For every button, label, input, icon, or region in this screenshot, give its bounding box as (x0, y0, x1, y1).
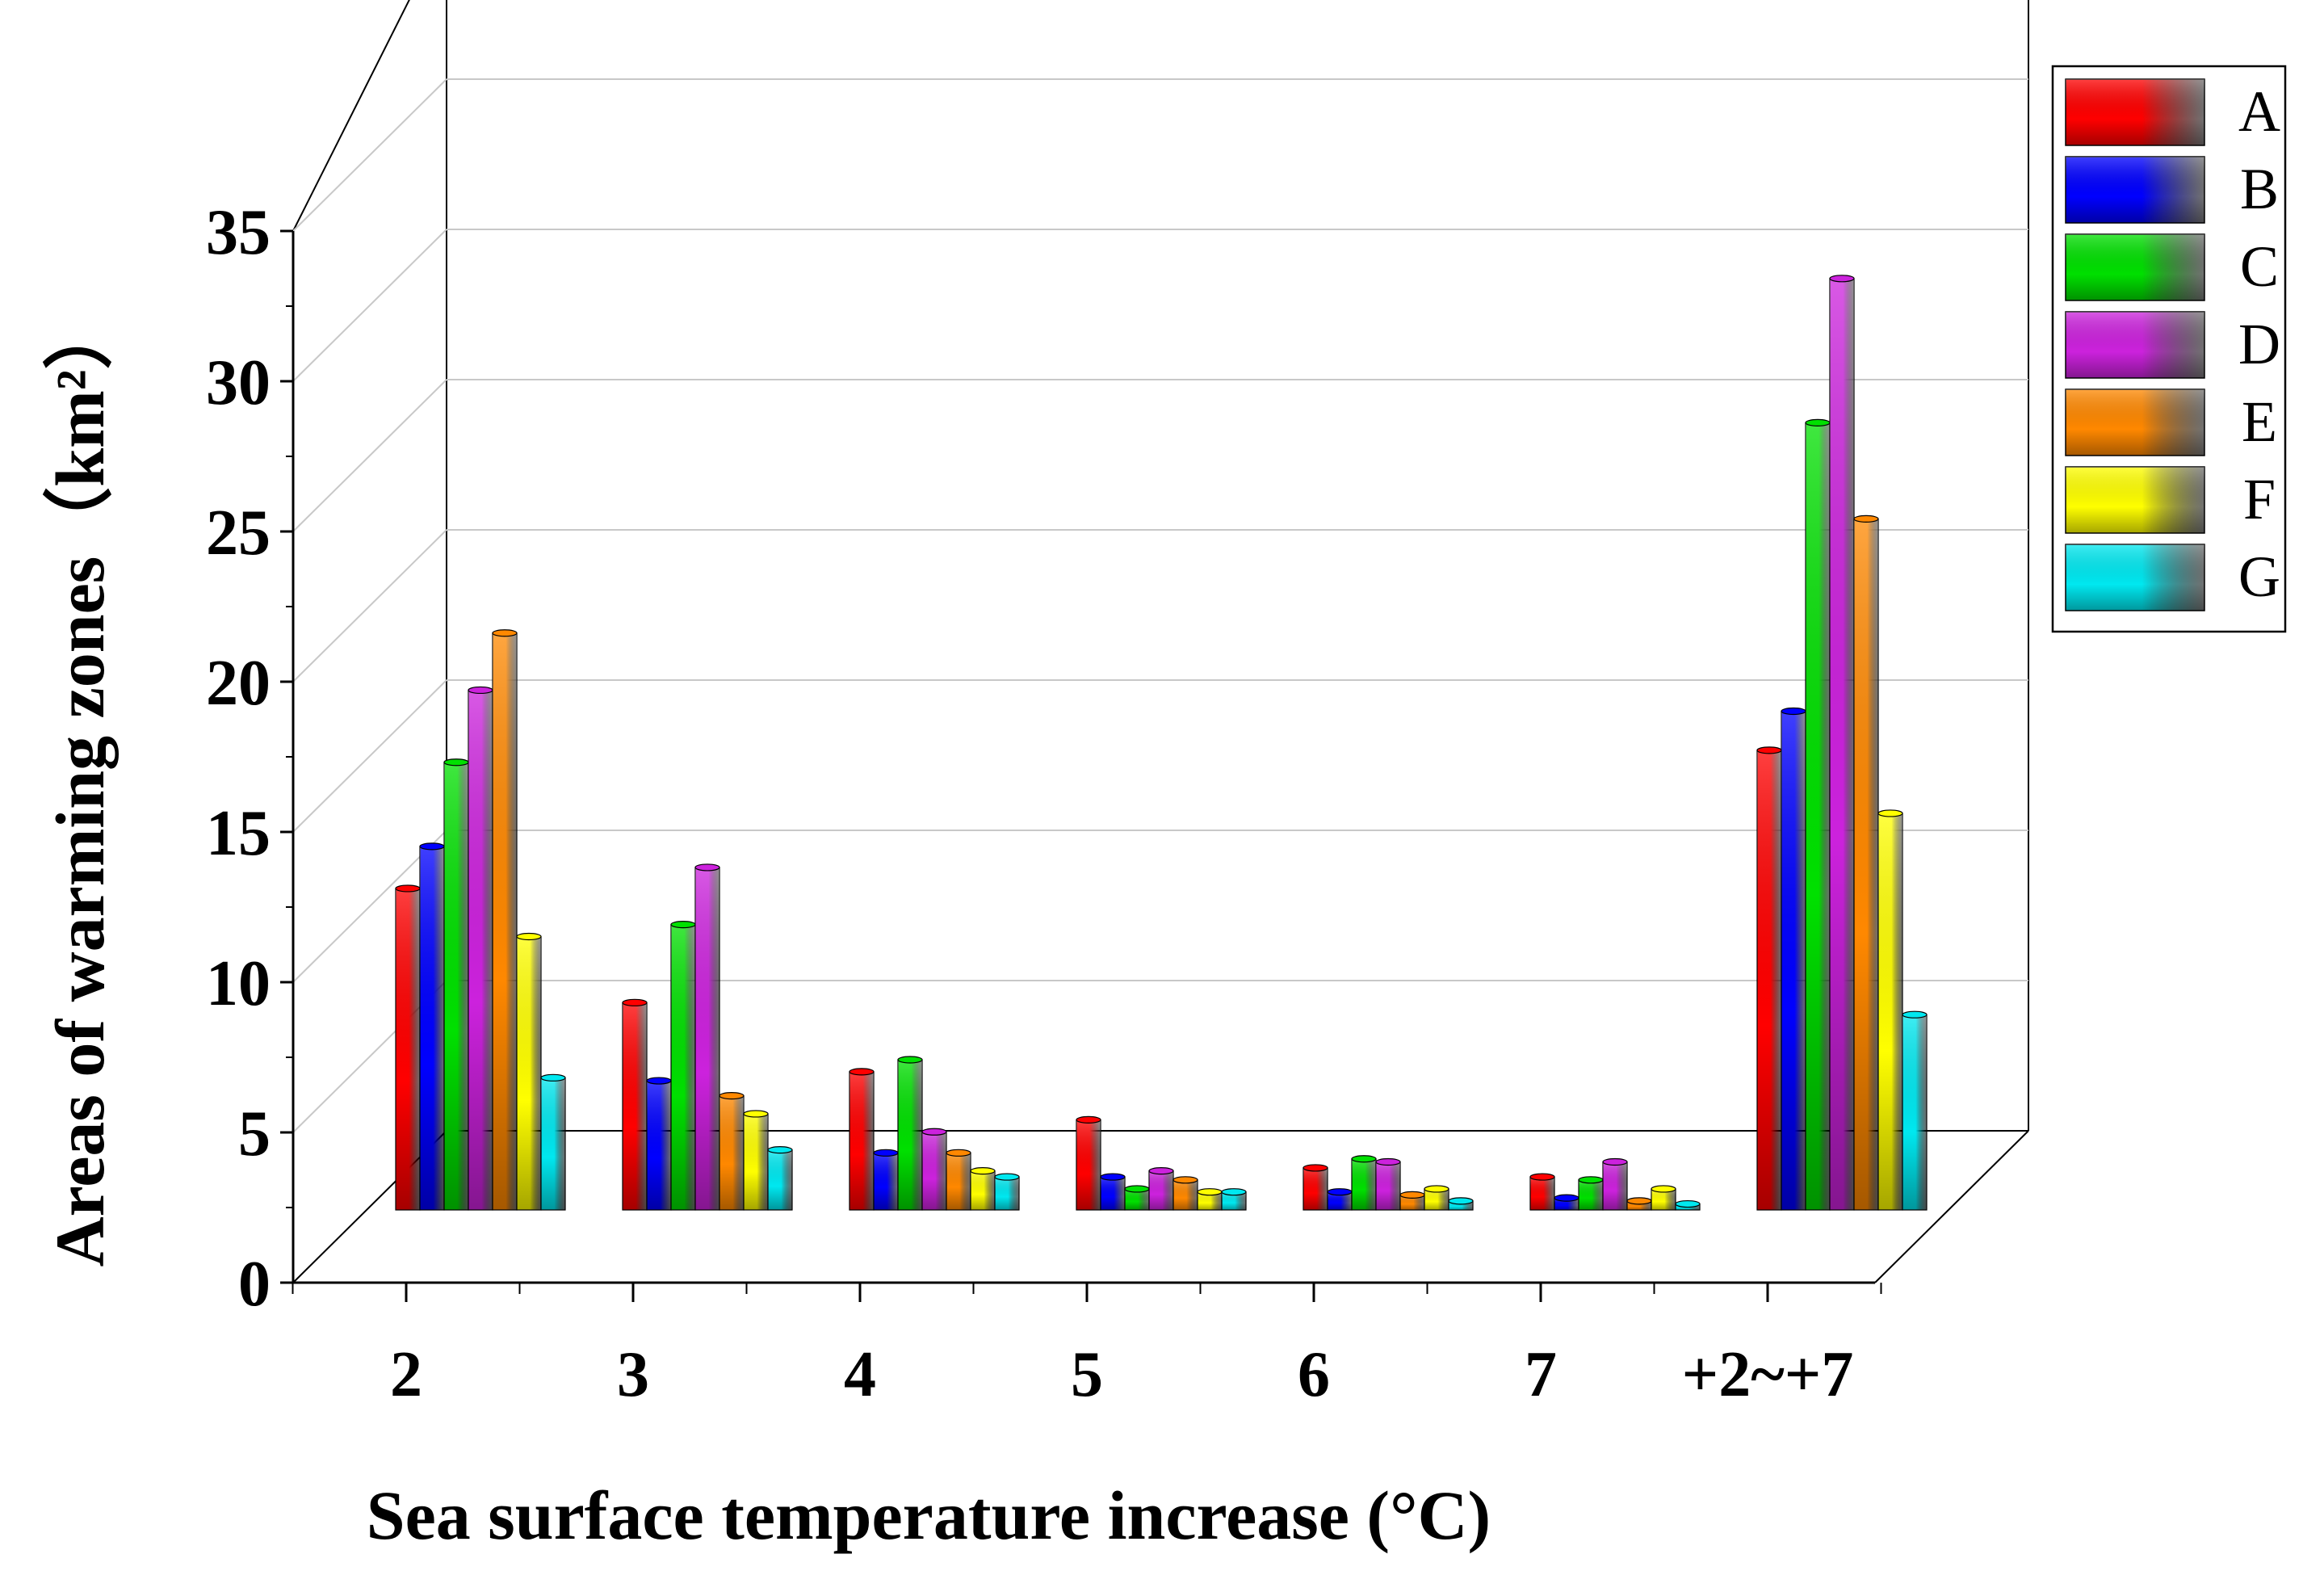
bar-C-2 (443, 758, 469, 1211)
legend-label: A (2238, 79, 2280, 144)
legend-item-B: B (2065, 156, 2279, 224)
legend-item-A: A (2065, 78, 2280, 146)
bar-D-3 (694, 863, 720, 1211)
legend-item-F: F (2065, 466, 2276, 534)
y-axis-title: Areas of warming zones（km²） (41, 300, 119, 1266)
legend-label: F (2243, 467, 2276, 531)
bar-A-3 (622, 998, 648, 1211)
bar-G-7 (1675, 1199, 1701, 1211)
bar-B-4 (873, 1149, 899, 1211)
bar-E-4 (946, 1149, 971, 1211)
y-tick-label-0: 0 (238, 1249, 271, 1320)
bar-A-4 (849, 1068, 875, 1211)
y-tick-label-5: 5 (238, 1098, 271, 1170)
grid-line-left (292, 529, 447, 683)
y-tick-label-15: 15 (206, 798, 271, 869)
bar-E-+2~+7 (1853, 515, 1879, 1211)
bar-B-5 (1100, 1173, 1126, 1211)
legend-label: C (2240, 234, 2279, 299)
bar-C-6 (1351, 1155, 1377, 1211)
legend-item-C: C (2065, 233, 2279, 301)
x-tick-label-3: 5 (1071, 1339, 1103, 1410)
x-tick-label-4: 6 (1298, 1339, 1330, 1410)
x-tick-label-0: 2 (390, 1339, 422, 1410)
x-tick-label-5: 7 (1525, 1339, 1557, 1410)
y-tick-label-25: 25 (206, 498, 271, 569)
y-tick-label-20: 20 (206, 648, 271, 719)
legend-item-G: G (2065, 544, 2280, 611)
bar-B-2 (419, 842, 445, 1211)
bar-F-7 (1651, 1185, 1676, 1211)
bar-E-2 (492, 629, 518, 1211)
bar-G-5 (1221, 1188, 1247, 1211)
bar-C-+2~+7 (1805, 418, 1831, 1211)
left-wall-top-edge (292, 0, 410, 232)
axes: 0 5 10 15 20 25 30 35 2 3 4 5 6 7 +2~+7 (206, 197, 1882, 1410)
bar-D-5 (1148, 1167, 1174, 1211)
bars (395, 275, 1928, 1211)
bar-F-+2~+7 (1877, 809, 1903, 1211)
legend-label: B (2240, 157, 2279, 221)
x-axis-title: Sea surface temperature increase (°C) (367, 1476, 1491, 1554)
bar-B-7 (1554, 1194, 1579, 1211)
bar-G-2 (540, 1073, 566, 1211)
bar-F-6 (1424, 1185, 1449, 1211)
bar-A-+2~+7 (1756, 746, 1782, 1211)
bar-A-6 (1303, 1164, 1328, 1211)
x-tick-label-2: 4 (844, 1339, 876, 1410)
bar-C-7 (1578, 1176, 1604, 1211)
bar-D-4 (921, 1128, 947, 1211)
bar-B-3 (646, 1077, 672, 1211)
x-tick-label-6: +2~+7 (1682, 1339, 1854, 1410)
floor-right-edge (1874, 1130, 2029, 1283)
bar-G-3 (767, 1145, 793, 1211)
bar-F-4 (970, 1167, 996, 1211)
bar-F-3 (743, 1110, 769, 1211)
y-tick-label-35: 35 (206, 197, 271, 268)
bar-A-2 (395, 884, 421, 1211)
bar-C-4 (897, 1056, 923, 1211)
y-tick-label-10: 10 (206, 948, 271, 1019)
bar-F-2 (516, 932, 542, 1211)
legend-label: E (2242, 389, 2277, 454)
bar-A-5 (1076, 1115, 1101, 1211)
bar-E-7 (1626, 1197, 1652, 1211)
grid-line-left (292, 78, 447, 232)
legend-item-E: E (2065, 389, 2277, 456)
legend-item-D: D (2065, 311, 2280, 379)
bar-G-6 (1448, 1197, 1474, 1211)
grid-lines (292, 78, 2028, 1133)
bar-E-6 (1399, 1191, 1425, 1211)
bar-D-6 (1375, 1157, 1401, 1211)
bar-C-5 (1124, 1185, 1150, 1211)
bar-F-5 (1197, 1188, 1223, 1211)
bar-B-+2~+7 (1781, 707, 1806, 1211)
bar-B-6 (1327, 1188, 1353, 1211)
y-tick-label-30: 30 (206, 347, 271, 418)
grid-line-left (292, 229, 447, 382)
grid-line-left (292, 679, 447, 833)
bar-D-7 (1602, 1157, 1628, 1211)
bar-C-3 (670, 920, 696, 1211)
bar-A-7 (1529, 1173, 1555, 1211)
legend-label: G (2238, 544, 2280, 609)
x-tick-label-1: 3 (617, 1339, 649, 1410)
bar-E-3 (719, 1092, 745, 1211)
bar-G-4 (994, 1173, 1020, 1211)
legend-label: D (2238, 312, 2280, 376)
bar-E-5 (1172, 1176, 1198, 1211)
bar-D-2 (468, 686, 493, 1211)
bar-G-+2~+7 (1902, 1010, 1928, 1211)
grid-line-left (292, 379, 447, 532)
bar-D-+2~+7 (1829, 275, 1855, 1211)
